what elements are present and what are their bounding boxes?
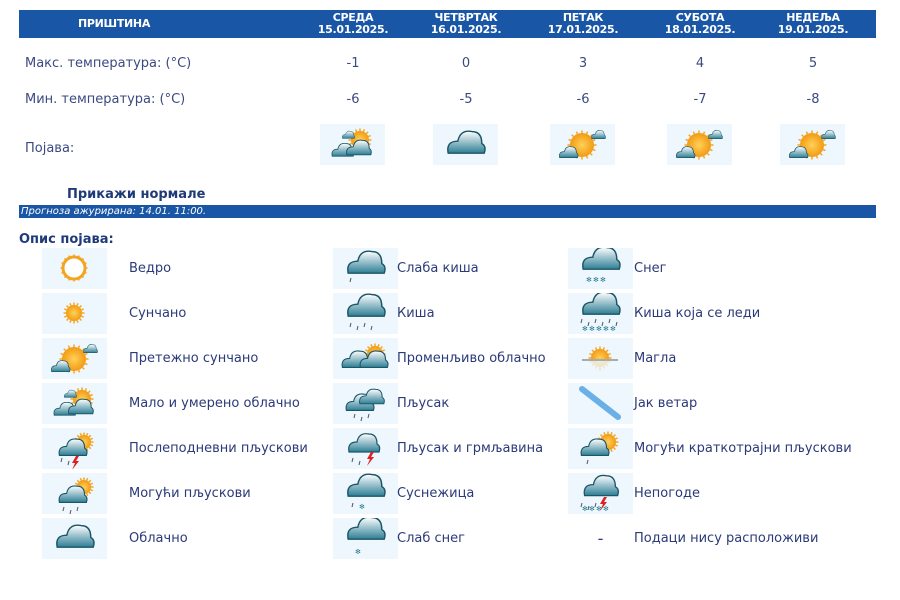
min-temp: -7 — [693, 92, 707, 107]
svg-text:✻: ✻ — [603, 325, 609, 333]
possible-showers-icon — [42, 473, 107, 514]
svg-text:✻: ✻ — [610, 325, 616, 333]
legend-label: Облачно — [129, 531, 188, 546]
svg-text:✻: ✻ — [589, 325, 595, 333]
variable-cloudy-icon — [333, 338, 398, 379]
legend-label: Слаба киша — [397, 261, 479, 276]
update-bar: Прогноза ажурирана: 14.01. 11:00. — [19, 205, 876, 218]
day-header: ПЕТАК 17.01.2025. — [528, 12, 638, 36]
legend-label: Непогоде — [634, 486, 700, 501]
legend-label: Снег — [634, 261, 667, 276]
svg-text:✻: ✻ — [355, 548, 361, 556]
legend-label: Мало и умерено облачно — [129, 396, 300, 411]
strong-wind-icon — [568, 383, 633, 424]
svg-text:✻: ✻ — [359, 503, 365, 511]
max-temp: 4 — [695, 56, 705, 71]
legend-label: Пљусак и грмљавина — [397, 441, 544, 456]
storm-icon: ✻ ✻ ✻ ✻ — [568, 473, 633, 514]
legend-label: Сунчано — [129, 306, 187, 321]
min-temp: -5 — [459, 92, 473, 107]
svg-text:✻: ✻ — [593, 276, 599, 284]
legend-label: Подаци нису расположиви — [634, 531, 819, 546]
sunny-icon — [42, 293, 107, 334]
svg-text:✻: ✻ — [586, 276, 592, 284]
none-icon: - — [568, 518, 633, 559]
partly-cloudy-icon — [42, 383, 107, 424]
legend-label: Могући краткотрајни пљускови — [634, 441, 852, 456]
freezing-rain-icon: ✻ ✻ ✻ ✻ ✻ — [568, 293, 633, 334]
legend-title: Опис појава: — [19, 232, 114, 247]
phenomenon-label: Појава: — [25, 141, 75, 156]
day-name: ЧЕТВРТАК — [434, 11, 498, 24]
clear-icon — [42, 248, 107, 289]
legend-label: Променљиво облачно — [397, 351, 546, 366]
legend-label: Магла — [634, 351, 677, 366]
thunderstorm-icon — [333, 428, 398, 469]
min-temp: -8 — [806, 92, 820, 107]
legend-label: Киша која се леди — [634, 306, 761, 321]
svg-text:✻: ✻ — [589, 505, 595, 513]
svg-text:✻: ✻ — [600, 276, 606, 284]
day-date: 16.01.2025. — [430, 23, 502, 36]
legend-label: Јак ветар — [634, 396, 698, 411]
svg-text:✻: ✻ — [596, 505, 602, 513]
day-date: 19.01.2025. — [777, 23, 849, 36]
legend-label: Могући пљускови — [129, 486, 251, 501]
svg-text:✻: ✻ — [582, 325, 588, 333]
legend-label: Претежно сунчано — [129, 351, 259, 366]
day-header: СРЕДА 15.01.2025. — [298, 12, 408, 36]
light-rain-icon — [333, 248, 398, 289]
afternoon-showers-icon — [42, 428, 107, 469]
min-temp: -6 — [576, 92, 590, 107]
light-snow-icon: ✻ — [333, 518, 398, 559]
max-temp-label: Макс. температура: (°C) — [25, 56, 192, 71]
max-temp: 5 — [808, 56, 818, 71]
partly-cloudy-icon — [320, 124, 385, 165]
brief-showers-icon — [568, 428, 633, 469]
min-temp: -6 — [346, 92, 360, 107]
day-date: 17.01.2025. — [547, 23, 619, 36]
legend-label: Послеподневни пљускови — [129, 441, 308, 456]
mostly-sunny-icon — [780, 124, 845, 165]
day-header: НЕДЕЉА 19.01.2025. — [758, 12, 868, 36]
cloudy-icon — [42, 518, 107, 559]
legend-label: Ведро — [129, 261, 172, 276]
legend-label: Слаб снег — [397, 531, 465, 546]
legend-label: Суснежица — [397, 486, 475, 501]
day-name: НЕДЕЉА — [786, 11, 840, 24]
snow-icon: ✻ ✻ ✻ — [568, 248, 633, 289]
day-date: 18.01.2025. — [664, 23, 736, 36]
city-name: ПРИШТИНА — [77, 17, 151, 30]
day-name: СРЕДА — [332, 11, 374, 24]
forecast-header: ПРИШТИНА — [19, 10, 876, 38]
day-header: СУБОТА 18.01.2025. — [645, 12, 755, 36]
max-temp: -1 — [346, 56, 360, 71]
min-temp-label: Мин. температура: (°C) — [25, 92, 186, 107]
rain-icon — [333, 293, 398, 334]
show-normals-link[interactable]: Прикажи нормале — [67, 187, 206, 202]
max-temp: 0 — [461, 56, 471, 71]
day-name: СУБОТА — [675, 11, 725, 24]
day-header: ЧЕТВРТАК 16.01.2025. — [411, 12, 521, 36]
no-data-dash: - — [597, 529, 604, 548]
day-name: ПЕТАК — [562, 11, 604, 24]
max-temp: 3 — [578, 56, 588, 71]
legend-label: Пљусак — [397, 396, 450, 411]
updated-text: Прогноза ажурирана: 14.01. 11:00. — [21, 206, 207, 217]
mostly-sunny-icon — [550, 124, 615, 165]
svg-text:✻: ✻ — [596, 325, 602, 333]
svg-text:✻: ✻ — [582, 505, 588, 513]
cloudy-icon — [433, 124, 498, 165]
fog-icon — [568, 338, 633, 379]
sleet-icon: ✻ — [333, 473, 398, 514]
mostly-sunny-icon — [42, 338, 107, 379]
legend-label: Киша — [397, 306, 435, 321]
day-date: 15.01.2025. — [317, 23, 389, 36]
shower-icon — [333, 383, 398, 424]
svg-text:✻: ✻ — [603, 505, 609, 513]
mostly-sunny-icon — [667, 124, 732, 165]
